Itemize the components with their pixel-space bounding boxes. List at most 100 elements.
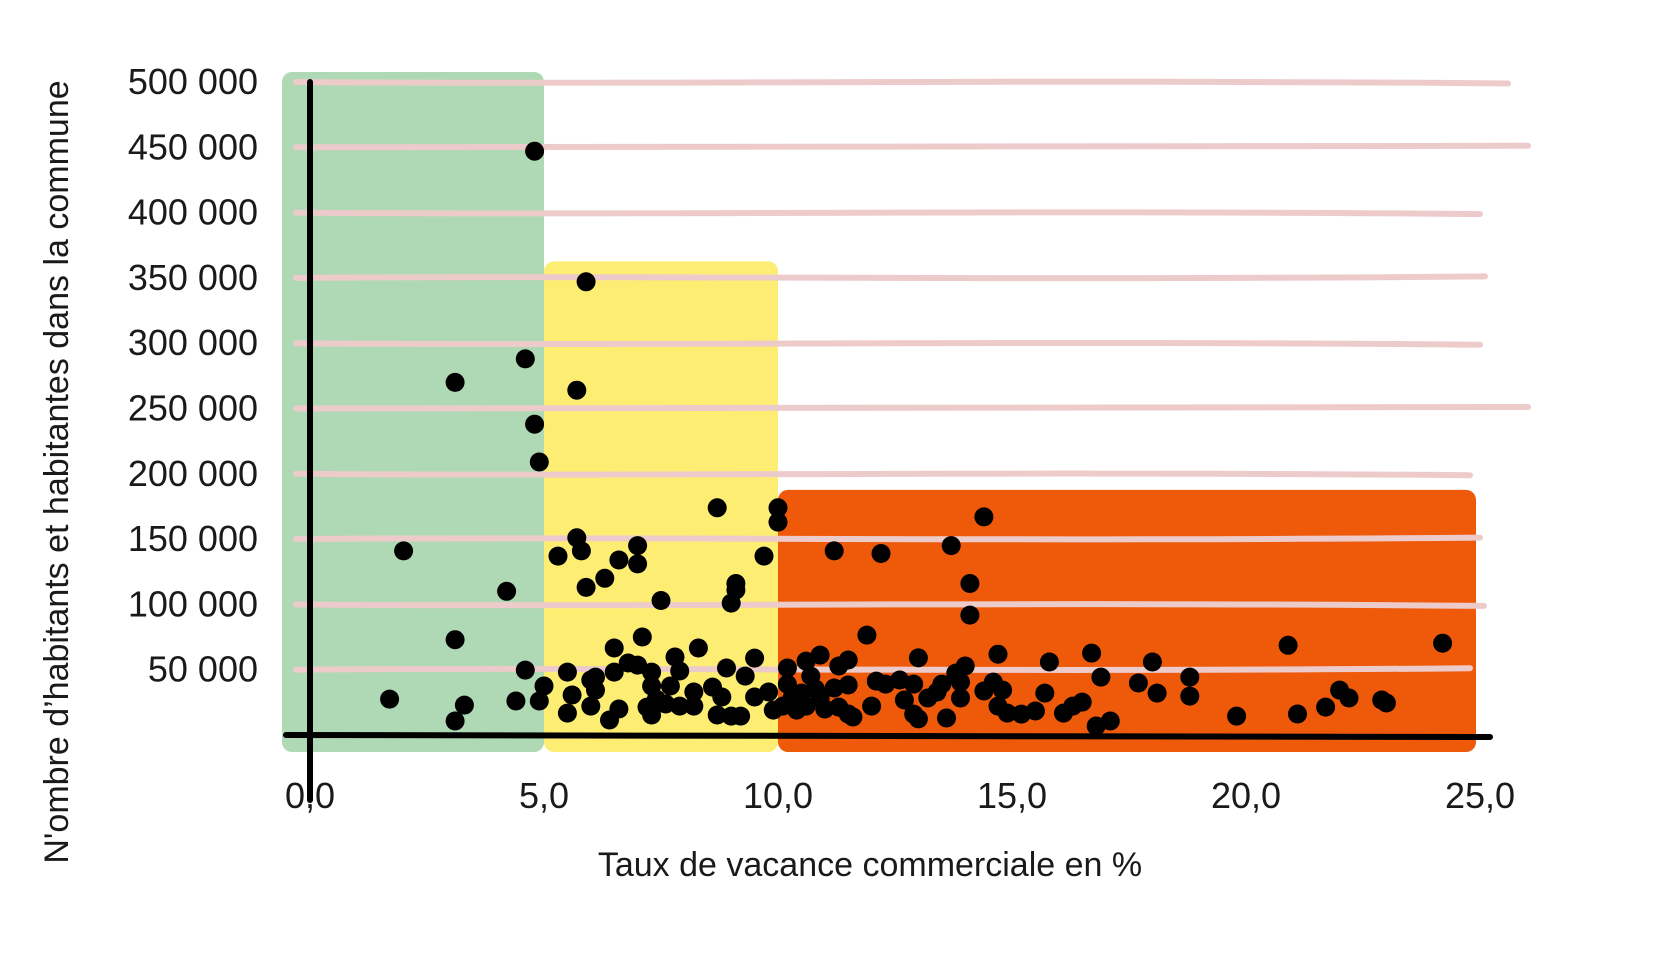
data-point <box>974 507 994 527</box>
data-point <box>908 648 928 668</box>
data-point <box>515 349 535 369</box>
y-tick-label: 200 000 <box>128 453 258 494</box>
data-point <box>628 536 648 556</box>
data-point <box>604 662 624 682</box>
data-point <box>754 546 774 566</box>
data-point <box>529 691 549 711</box>
data-point <box>1091 667 1111 687</box>
data-point <box>571 541 591 561</box>
data-point <box>1180 686 1200 706</box>
data-point <box>941 536 961 556</box>
data-point <box>810 645 830 665</box>
data-point <box>576 272 596 292</box>
data-point <box>731 706 751 726</box>
gridline <box>293 404 1531 412</box>
data-point <box>642 705 662 725</box>
data-point <box>581 696 601 716</box>
x-tick-label: 25,0 <box>1445 775 1515 816</box>
x-tick-label: 15,0 <box>977 775 1047 816</box>
zone-green <box>282 72 544 752</box>
y-tick-label: 500 000 <box>128 61 258 102</box>
data-point <box>838 675 858 695</box>
data-point <box>1025 701 1045 721</box>
y-tick-labels: 50 000 100 000 150 000 200 000 250 000 300 00… <box>128 61 258 690</box>
data-point <box>595 568 615 588</box>
gridline <box>293 209 1483 218</box>
data-point <box>988 644 1008 664</box>
x-tick-labels: 0,0 5,0 10,0 15,0 20,0 25,0 <box>285 775 1515 816</box>
data-point <box>960 574 980 593</box>
data-point <box>642 662 662 682</box>
data-point <box>562 685 582 705</box>
data-point <box>726 574 746 593</box>
data-point <box>1147 683 1167 703</box>
data-point <box>735 666 755 686</box>
data-point <box>777 658 797 678</box>
data-point <box>1278 635 1298 655</box>
data-point <box>454 695 474 715</box>
gridline <box>293 273 1488 282</box>
data-point <box>932 674 952 694</box>
data-point <box>759 682 779 702</box>
data-point <box>586 680 605 700</box>
y-tick-label: 250 000 <box>128 388 258 429</box>
y-axis-title: N'ombre d’habitants et habitantes dans l… <box>38 80 76 863</box>
data-point <box>557 662 577 682</box>
data-point <box>445 711 465 731</box>
x-tick-label: 5,0 <box>519 775 569 816</box>
data-point <box>796 696 816 716</box>
data-point <box>712 687 732 707</box>
data-point <box>684 682 704 702</box>
data-point <box>567 380 587 400</box>
data-point <box>1072 692 1092 712</box>
data-point <box>660 676 680 696</box>
data-point <box>548 546 568 566</box>
gridline <box>293 601 1487 609</box>
x-tick-label: 0,0 <box>285 775 335 816</box>
data-point <box>1227 706 1247 726</box>
data-point <box>380 689 400 709</box>
data-point <box>445 372 465 392</box>
data-point <box>838 650 858 670</box>
data-point <box>871 544 891 563</box>
gridline <box>293 78 1511 87</box>
data-point <box>525 141 545 161</box>
gridline <box>293 534 1483 543</box>
data-point <box>1082 643 1102 663</box>
data-point <box>1039 652 1059 672</box>
data-point <box>534 676 554 696</box>
gridline <box>293 470 1473 479</box>
y-tick-label: 150 000 <box>128 518 258 559</box>
data-point <box>707 705 727 725</box>
data-point <box>557 703 577 723</box>
data-point <box>604 638 624 658</box>
data-point <box>843 707 863 727</box>
data-point <box>1433 633 1453 653</box>
data-point <box>576 577 596 597</box>
data-point <box>960 605 980 625</box>
data-point <box>1128 673 1148 693</box>
data-point <box>684 696 704 716</box>
data-point <box>1142 652 1162 672</box>
data-point <box>862 696 882 716</box>
data-point <box>908 709 928 729</box>
gridline <box>293 142 1531 151</box>
data-point <box>997 703 1017 723</box>
data-point <box>1180 667 1200 687</box>
zones <box>282 72 1476 752</box>
data-point <box>525 414 545 434</box>
y-tick-label: 300 000 <box>128 322 258 363</box>
data-point <box>951 672 970 692</box>
data-point <box>707 498 727 518</box>
y-tick-label: 400 000 <box>128 192 258 233</box>
data-point <box>529 452 549 472</box>
data-points <box>380 141 1453 736</box>
gridlines <box>293 78 1531 673</box>
data-point <box>506 691 526 711</box>
data-point <box>609 699 629 719</box>
data-point <box>824 541 844 561</box>
x-tick-label: 10,0 <box>743 775 813 816</box>
y-tick-label: 450 000 <box>128 126 258 167</box>
data-point <box>394 541 414 561</box>
